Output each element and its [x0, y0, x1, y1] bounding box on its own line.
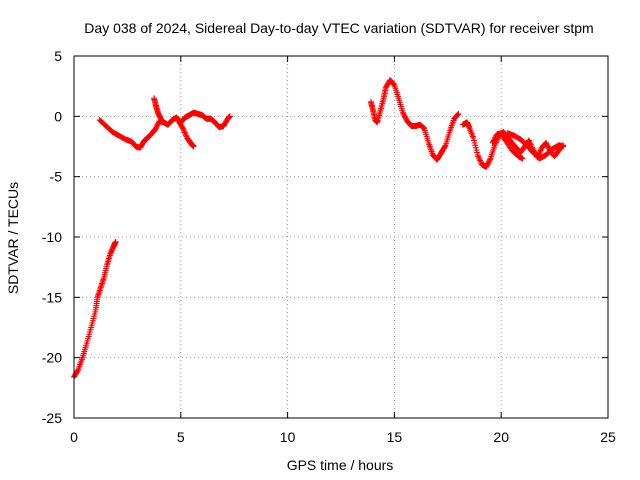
data-point	[519, 155, 526, 162]
x-tick-label: 20	[493, 429, 509, 445]
data-point	[112, 238, 119, 245]
data-point	[536, 148, 543, 155]
data-point	[181, 128, 188, 135]
data-point	[182, 130, 189, 137]
y-tick-label: 5	[54, 48, 62, 64]
data-point	[455, 110, 462, 117]
data-point	[477, 158, 484, 165]
data-point	[442, 143, 449, 150]
x-tick-label: 25	[600, 429, 616, 445]
x-tick-label: 10	[280, 429, 296, 445]
data-point	[390, 81, 397, 88]
data-point	[74, 367, 81, 374]
y-tick-label: -10	[42, 229, 62, 245]
data-point	[390, 80, 397, 87]
x-axis-ticks: 0 5 10 15 20 25	[70, 56, 616, 445]
data-point	[526, 138, 533, 145]
data-point	[474, 151, 481, 158]
data-point	[158, 116, 165, 123]
x-tick-label: 5	[177, 429, 185, 445]
data-point	[190, 143, 197, 150]
data-point	[420, 124, 427, 131]
data-point	[181, 129, 188, 136]
y-axis-ticks: -25 -20 -15 -10 -5 0 5	[42, 48, 608, 426]
x-tick-label: 15	[387, 429, 403, 445]
data-point	[182, 132, 189, 139]
data-point	[180, 126, 187, 133]
y-tick-label: -25	[42, 410, 62, 426]
data-point	[560, 143, 567, 150]
y-tick-label: -20	[42, 350, 62, 366]
data-point	[527, 140, 534, 147]
data-point	[226, 113, 233, 120]
data-point	[477, 157, 484, 164]
y-tick-label: -5	[50, 169, 63, 185]
y-tick-label: 0	[54, 108, 62, 124]
data-point	[420, 124, 427, 131]
data-point	[475, 154, 482, 161]
grid-lines	[74, 56, 608, 418]
data-marks	[71, 77, 567, 380]
data-point	[454, 112, 461, 119]
chart-title: Day 038 of 2024, Sidereal Day-to-day VTE…	[84, 20, 593, 36]
data-point	[486, 156, 493, 163]
data-point	[476, 156, 483, 163]
data-point	[475, 153, 482, 160]
x-axis-label: GPS time / hours	[287, 457, 394, 473]
data-point	[179, 125, 186, 132]
data-point	[454, 111, 461, 118]
y-axis-label: SDTVAR / TECUs	[5, 182, 21, 294]
x-tick-label: 0	[70, 429, 78, 445]
data-point	[537, 147, 544, 154]
y-tick-label: -15	[42, 289, 62, 305]
data-point	[525, 137, 532, 144]
